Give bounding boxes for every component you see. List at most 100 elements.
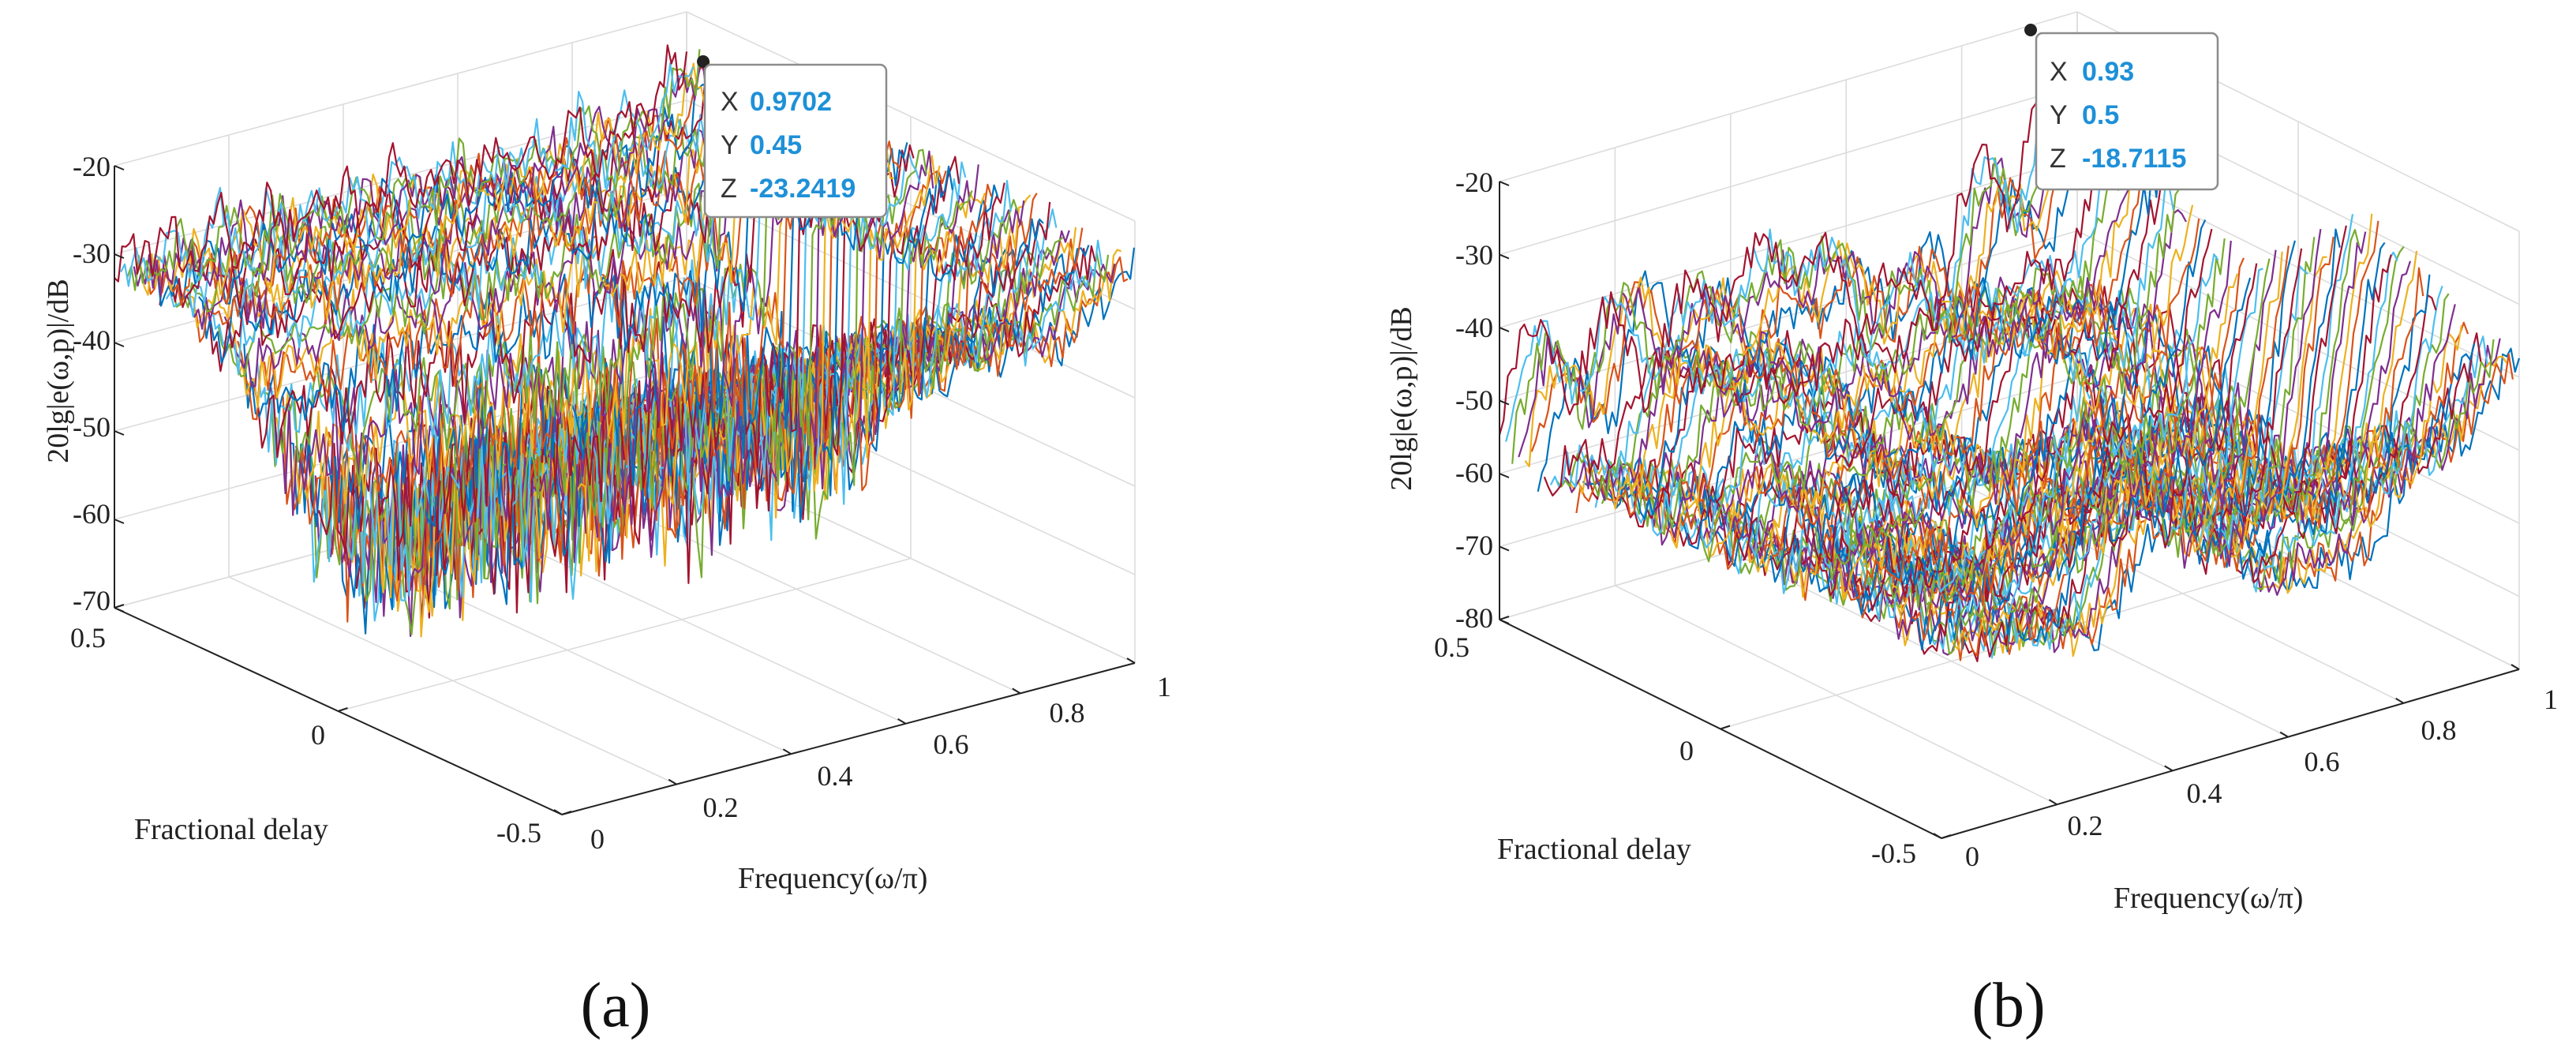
z-tick-mark	[1499, 619, 1510, 624]
panel-a-label: (a)	[581, 971, 651, 1040]
datatip-marker[interactable]	[697, 55, 710, 68]
z-tick-mark	[1499, 399, 1510, 406]
datatip-z-value: -23.2419	[750, 174, 856, 204]
x-tick: 0.4	[2187, 777, 2222, 809]
z-tick-mark	[114, 253, 125, 259]
x-tick: 1	[1157, 671, 1171, 702]
surface-line	[1549, 127, 2129, 488]
x-tick-mark	[2279, 731, 2289, 738]
z-tick-mark	[114, 519, 125, 524]
surface-line	[1729, 264, 2308, 621]
datatip-x-value: 0.9702	[750, 87, 832, 117]
y-tick-mark	[114, 604, 125, 609]
x-tick: 0.8	[1050, 697, 1085, 729]
x-tick-mark	[2048, 799, 2057, 806]
y-tick-mark	[561, 811, 572, 815]
x-tick-mark	[2395, 697, 2405, 704]
datatip-y-value: 0.5	[2082, 100, 2119, 130]
datatip-marker[interactable]	[2024, 24, 2037, 36]
surface-line	[120, 62, 695, 287]
x-tick: 0.4	[818, 760, 853, 792]
surface-line	[211, 107, 785, 376]
grid-line	[114, 11, 687, 167]
z-tick: -70	[73, 585, 110, 616]
x-tick-mark	[897, 717, 907, 725]
x-axis-label: Frequency(ω/π)	[2114, 882, 2303, 915]
grid-line	[1720, 559, 2299, 730]
datatip-x-value: 0.93	[2082, 57, 2134, 87]
surface-line	[366, 155, 941, 621]
datatip[interactable]: X 0.9702 Y 0.45 Z -23.2419	[703, 63, 888, 219]
panel-b-label: (b)	[1971, 971, 2045, 1040]
x-tick-mark	[668, 778, 677, 785]
y-axis-label: Fractional delay	[134, 813, 328, 846]
y-tick: 0.5	[70, 622, 106, 654]
z-tick: -20	[1455, 167, 1493, 198]
z-tick-mark	[1499, 181, 1510, 186]
datatip-box	[2035, 32, 2219, 191]
z-tick: -80	[1455, 602, 1493, 634]
x-axis-line	[561, 662, 1136, 815]
surface-line	[114, 44, 688, 283]
z-tick-mark	[114, 607, 125, 613]
surface-line	[1633, 228, 2213, 547]
datatip-z-key: Z	[721, 174, 737, 204]
x-tick-mark	[1933, 833, 1942, 839]
x-axis-label: Frequency(ω/π)	[738, 862, 927, 895]
datatip[interactable]: X 0.93 Y 0.5 Z -18.7115	[2035, 32, 2219, 191]
surface-line	[1498, 65, 2079, 436]
y-tick-mark	[1720, 725, 1731, 730]
z-tick: -20	[73, 151, 110, 182]
x-tick: 0.2	[703, 792, 739, 823]
x-tick: 0.2	[2068, 810, 2103, 841]
x-tick-mark	[782, 748, 792, 755]
grid-line	[338, 557, 912, 712]
panel-b-surface	[1498, 65, 2521, 662]
datatip-box	[703, 63, 888, 219]
y-tick-mark	[338, 707, 348, 712]
z-tick: -30	[1455, 239, 1493, 271]
x-tick-mark	[553, 809, 563, 815]
z-tick-mark	[1499, 253, 1510, 260]
grid-line	[1499, 230, 2078, 402]
z-tick-mark	[1499, 473, 1510, 478]
surface-line	[263, 127, 837, 487]
datatip-x-key: X	[721, 87, 739, 117]
panel-a-surface	[114, 44, 1136, 638]
y-tick: 0	[311, 719, 325, 751]
datatip-y-value: 0.45	[750, 130, 802, 160]
grid-line	[1499, 157, 2078, 328]
z-tick: -50	[1455, 384, 1493, 416]
y-tick-mark	[1499, 616, 1510, 620]
surface-line	[1588, 170, 2168, 528]
grid-line	[1499, 84, 2078, 256]
z-tick-mark	[1499, 545, 1510, 552]
surface-line	[1543, 129, 2122, 496]
z-tick-mark	[114, 342, 125, 347]
z-tick: -40	[73, 324, 110, 356]
surface-line	[282, 137, 856, 530]
datatip-z-key: Z	[2050, 144, 2066, 174]
x-tick: 0.8	[2421, 714, 2457, 746]
x-tick-mark	[2510, 664, 2520, 670]
z-tick: -50	[73, 411, 110, 443]
surface-line	[223, 108, 798, 388]
z-tick: -40	[1455, 312, 1493, 343]
surface-line	[269, 122, 844, 516]
surface-line	[289, 132, 863, 530]
z-axis-label: 20lg|e(ω,p)|/dB	[1385, 306, 1418, 490]
surface-line	[1653, 240, 2232, 543]
surface-line	[314, 140, 889, 583]
surface-line	[1882, 324, 2463, 650]
y-tick: 0	[1679, 735, 1694, 766]
z-tick: -70	[1455, 530, 1493, 561]
y-axis-label: Fractional delay	[1497, 833, 1691, 866]
panel-b: -20 -30 -40 -50 -60 -70 -80 0.5 0 -0.5 0…	[1385, 11, 2558, 1040]
datatip-y-key: Y	[721, 130, 739, 160]
z-tick-mark	[114, 430, 125, 436]
datatip-y-key: Y	[2050, 100, 2068, 130]
z-tick-mark	[1499, 327, 1510, 332]
surface-line	[1518, 81, 2098, 458]
z-tick-mark	[114, 165, 125, 170]
